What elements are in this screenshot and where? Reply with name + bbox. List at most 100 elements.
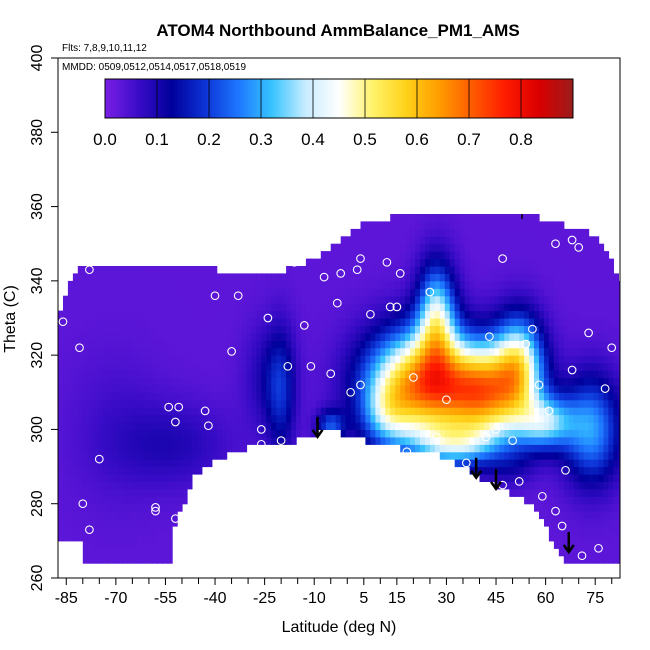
heatmap-cell [405, 362, 411, 371]
sample-point [356, 254, 365, 263]
heatmap-cell [127, 347, 133, 356]
heatmap-cell [122, 318, 129, 326]
heatmap-cell [588, 347, 595, 356]
heatmap-cell [499, 362, 505, 371]
heatmap-cell [454, 355, 461, 364]
heatmap-cell [58, 318, 64, 326]
heatmap-cell [469, 288, 476, 297]
heatmap-cell [429, 258, 436, 267]
heatmap-cell [97, 332, 104, 341]
heatmap-cell [459, 407, 466, 416]
heatmap-cell [434, 347, 441, 356]
heatmap-cell [182, 280, 188, 289]
heatmap-cell [82, 318, 89, 326]
heatmap-cell [231, 325, 238, 334]
heatmap-cell [167, 392, 173, 401]
heatmap-cell [588, 310, 595, 319]
heatmap-cell [598, 496, 605, 505]
heatmap-cell [325, 295, 332, 304]
heatmap-cell [82, 429, 89, 438]
heatmap-cell [544, 243, 550, 252]
heatmap-cell [330, 414, 337, 423]
heatmap-cell [216, 332, 223, 341]
heatmap-cell [330, 273, 337, 282]
heatmap-cell [474, 236, 481, 245]
heatmap-cell [583, 429, 590, 438]
heatmap-cell [330, 370, 337, 378]
heatmap-cell [573, 533, 580, 542]
heatmap-cell [429, 429, 436, 438]
colorbar-swatch [526, 79, 530, 118]
heatmap-cell [534, 332, 540, 341]
heatmap-cell [588, 444, 595, 453]
heatmap-cell [613, 474, 619, 482]
heatmap-cell [578, 243, 585, 252]
heatmap-cell [489, 407, 495, 416]
heatmap-cell [251, 303, 257, 312]
heatmap-cell [335, 407, 342, 416]
heatmap-cell [172, 459, 178, 468]
heatmap-cell [618, 399, 620, 408]
heatmap-cell [489, 251, 495, 260]
heatmap-cell [553, 414, 560, 423]
heatmap-cell [82, 414, 89, 423]
heatmap-cell [444, 303, 451, 312]
heatmap-cell [87, 325, 94, 334]
heatmap-cell [499, 214, 505, 222]
heatmap-cell [137, 355, 143, 364]
heatmap-cell [305, 318, 312, 326]
heatmap-cell [147, 273, 153, 282]
colorbar-swatch [510, 79, 514, 118]
heatmap-cell [276, 384, 282, 393]
heatmap-cell [454, 228, 461, 237]
heatmap-cell [509, 362, 515, 371]
colorbar-swatch [211, 79, 215, 118]
heatmap-cell [578, 318, 585, 326]
heatmap-cell [231, 340, 238, 349]
heatmap-cell [132, 407, 138, 416]
heatmap-cell [216, 414, 223, 423]
heatmap-cell [603, 392, 610, 401]
heatmap-cell [157, 266, 163, 274]
heatmap-cell [385, 266, 391, 274]
heatmap-cell [211, 414, 218, 423]
x-tick-label: 15 [388, 590, 406, 607]
heatmap-cell [603, 481, 610, 490]
colorbar-swatch [414, 79, 418, 118]
heatmap-cell [256, 288, 262, 297]
heatmap-cell [613, 481, 619, 490]
heatmap-cell [558, 540, 565, 549]
heatmap-cell [132, 555, 138, 564]
heatmap-cell [593, 414, 600, 423]
heatmap-cell [102, 370, 109, 378]
y-tick-label: 320 [29, 342, 46, 369]
heatmap-cell [137, 503, 143, 512]
heatmap-cell [112, 422, 119, 430]
heatmap-cell [459, 280, 466, 289]
heatmap-cell [246, 347, 252, 356]
heatmap-cell [484, 258, 491, 267]
colorbar-swatch [352, 79, 355, 118]
heatmap-cell [544, 340, 550, 349]
heatmap-cell [102, 436, 109, 445]
heatmap-cell [390, 295, 396, 304]
heatmap-cell [72, 503, 79, 512]
heatmap-cell [494, 288, 500, 297]
heatmap-cell [464, 399, 471, 408]
heatmap-cell [221, 392, 228, 401]
heatmap-cell [355, 422, 362, 430]
heatmap-cell [400, 444, 406, 453]
heatmap-cell [345, 414, 352, 423]
heatmap-cell [479, 214, 486, 222]
heatmap-cell [172, 399, 178, 408]
heatmap-cell [370, 392, 376, 401]
heatmap-cell [147, 384, 153, 393]
heatmap-cell [439, 377, 446, 386]
heatmap-cell [305, 399, 312, 408]
heatmap-cell [112, 518, 119, 527]
heatmap-cell [186, 310, 193, 319]
heatmap-cell [439, 280, 446, 289]
heatmap-cell [281, 377, 287, 386]
heatmap-cell [117, 392, 124, 401]
heatmap-cell [211, 384, 218, 393]
